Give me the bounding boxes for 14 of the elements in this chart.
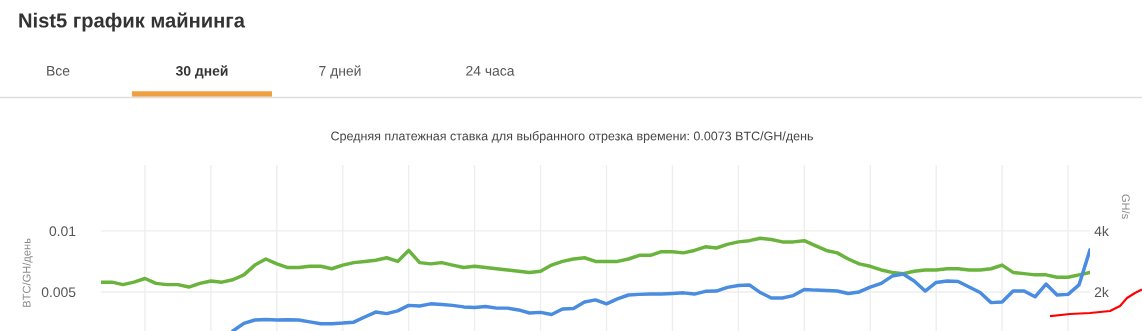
chart-subtitle: Средняя платежная ставка для выбранного отрезка времени: 0.0073 BTC/GH/день	[331, 131, 813, 143]
text: 24 часа	[466, 65, 515, 76]
y-tick-label: 0.01	[49, 226, 76, 237]
y2-tick-label: 4k	[1094, 225, 1109, 236]
line-series	[101, 236, 1090, 289]
line-series	[231, 248, 1090, 331]
text: 7 дней	[319, 65, 361, 79]
y2-tick-label: 2k	[1094, 286, 1109, 297]
chart-title: Nist5 график майнинга	[19, 12, 246, 32]
text: Все	[47, 66, 70, 76]
y-axis-title: BTC/GH/день	[22, 238, 33, 307]
text: 30 дней	[175, 65, 228, 79]
y-tick-label: 0.005	[41, 287, 76, 298]
y2-axis-title: GH/s	[1121, 194, 1131, 219]
